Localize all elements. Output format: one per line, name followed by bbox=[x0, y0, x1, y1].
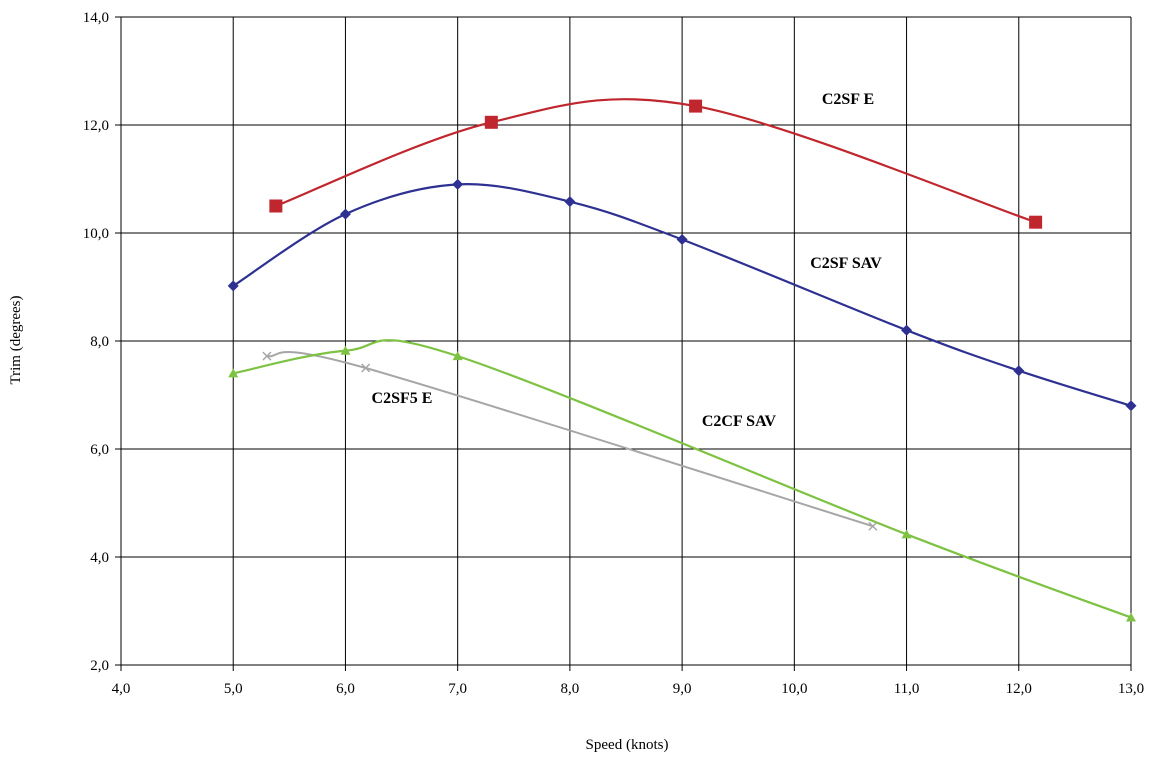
data-point-c2sf-sav bbox=[339, 208, 351, 220]
series-line-c2sf-e bbox=[275, 98, 1036, 224]
data-point-c2sf-sav bbox=[227, 280, 239, 292]
x-axis-title: Speed (knots) bbox=[586, 737, 669, 753]
data-point-c2sf-sav bbox=[1125, 400, 1137, 412]
data-point-c2sf-e bbox=[689, 99, 703, 113]
x-tick-label: 9,0 bbox=[673, 681, 692, 697]
data-point-c2sf-sav bbox=[564, 196, 576, 208]
data-point-c2cf-sav bbox=[901, 529, 912, 539]
series-line-c2sf5-e bbox=[266, 351, 874, 528]
data-point-c2cf-sav bbox=[1126, 612, 1136, 622]
series-label-c2sf5-e: C2SF5 E bbox=[372, 390, 433, 407]
x-tick-label: 10,0 bbox=[781, 681, 807, 697]
data-point-c2sf5-e bbox=[262, 351, 272, 361]
data-point-c2sf-sav bbox=[676, 233, 688, 245]
y-tick-label: 8,0 bbox=[90, 334, 109, 350]
y-tick-label: 4,0 bbox=[90, 550, 109, 566]
data-point-c2sf-sav bbox=[452, 178, 464, 190]
series-label-c2sf-e: C2SF E bbox=[822, 91, 874, 108]
y-tick-label: 10,0 bbox=[83, 226, 109, 242]
series-label-c2sf-sav: C2SF SAV bbox=[810, 255, 882, 272]
x-tick-label: 7,0 bbox=[448, 681, 467, 697]
data-point-c2sf-e bbox=[1029, 215, 1043, 229]
x-tick-label: 12,0 bbox=[1006, 681, 1032, 697]
data-point-c2sf-sav bbox=[1013, 365, 1025, 377]
data-point-c2sf-sav bbox=[901, 324, 913, 336]
data-point-c2cf-sav bbox=[452, 351, 463, 361]
data-point-c2cf-sav bbox=[228, 368, 239, 378]
x-tick-label: 13,0 bbox=[1118, 681, 1144, 697]
series-label-c2cf-sav: C2CF SAV bbox=[702, 413, 777, 430]
data-point-c2sf-e bbox=[269, 199, 283, 213]
x-tick-label: 8,0 bbox=[561, 681, 580, 697]
y-axis-title: Trim (degrees) bbox=[8, 295, 24, 384]
x-tick-label: 6,0 bbox=[336, 681, 355, 697]
x-tick-label: 11,0 bbox=[894, 681, 920, 697]
y-tick-label: 12,0 bbox=[83, 118, 109, 134]
x-tick-labels: 4,0 5,0 6,0 7,0 8,0 9,0 10,0 11,0 12,0 13,0 bbox=[112, 681, 1145, 697]
y-tick-label: 6,0 bbox=[90, 442, 109, 458]
data-point-c2sf5-e bbox=[361, 363, 371, 373]
x-tick-label: 4,0 bbox=[112, 681, 131, 697]
grid-lines bbox=[115, 16, 1132, 671]
series-curves bbox=[232, 98, 1132, 619]
x-tick-label: 5,0 bbox=[224, 681, 243, 697]
data-point-c2sf5-e bbox=[868, 521, 878, 531]
y-tick-label: 14,0 bbox=[83, 10, 109, 26]
y-tick-label: 2,0 bbox=[90, 658, 109, 674]
data-point-c2cf-sav bbox=[340, 345, 351, 355]
series-line-c2cf-sav bbox=[233, 339, 1132, 619]
y-tick-labels: 2,0 4,0 6,0 8,0 10,0 12,0 14,0 bbox=[83, 10, 109, 674]
series-markers bbox=[227, 99, 1137, 622]
series-line-c2sf-sav bbox=[232, 183, 1132, 407]
data-point-c2sf-e bbox=[484, 115, 498, 129]
